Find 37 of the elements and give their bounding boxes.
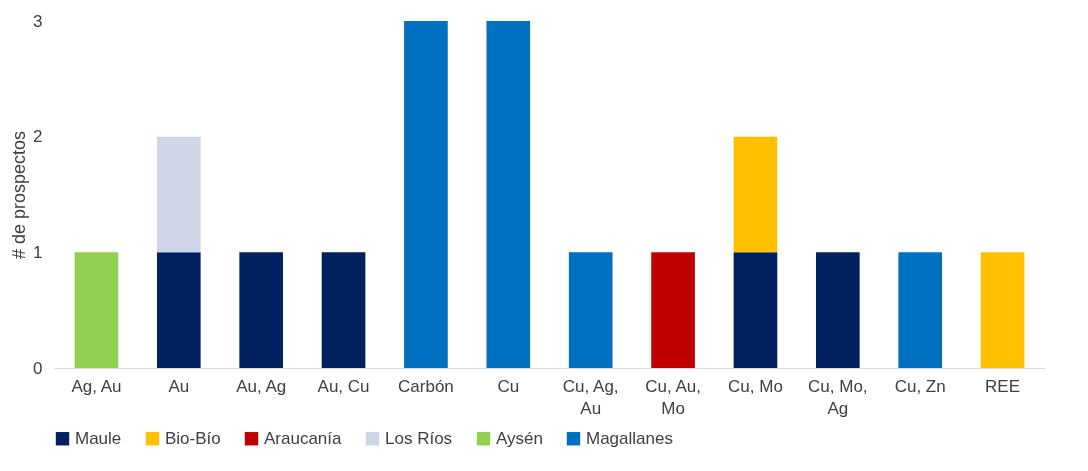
legend-label: Aysén [496,428,543,448]
bar [651,252,695,368]
y-tick-label: 3 [33,11,43,31]
bar [156,252,201,368]
bar [156,136,201,253]
x-tick-label: Au, Cu [317,376,370,396]
legend-label: Magallanes [586,428,673,448]
bar [898,252,943,368]
bar [321,252,366,368]
bar [815,252,860,368]
bar [568,252,613,368]
y-tick-label: 2 [33,127,43,147]
x-tick-label: Cu, Zn [894,376,946,396]
x-tick-label: Cu, Mo, Ag [808,376,868,418]
x-tick-label: Ag, Au [71,376,122,396]
y-tick-label: 1 [33,242,43,262]
legend-label: Los Ríos [385,428,453,448]
bar [239,252,284,368]
x-tick-label: REE [985,376,1021,396]
x-tick-label: Cu, Au, Mo [645,376,701,418]
x-tick-label: Au, Ag [236,376,287,396]
x-tick-label: Carbón [398,376,454,396]
bar [733,136,778,253]
x-tick-label: Cu [497,376,520,396]
legend-label: Maule [75,428,122,448]
x-tick-label: Cu, Mo [728,376,783,396]
bar [486,21,531,368]
y-tick-label: 0 [33,358,43,378]
x-tick-label: Cu, Ag, Au [562,376,619,418]
y-axis-title: # de prospectos [9,130,30,260]
bar [404,21,448,368]
x-tick-label: Au [168,376,190,396]
bar [733,252,778,368]
bar [980,252,1025,368]
legend-label: Bio-Bío [165,428,221,448]
legend-label: Araucanía [264,428,343,448]
bar [74,252,119,368]
